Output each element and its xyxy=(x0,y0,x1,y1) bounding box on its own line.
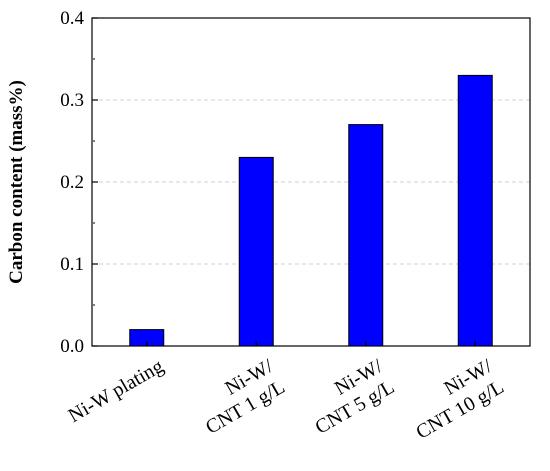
y-tick-label: 0.2 xyxy=(60,172,84,193)
y-tick-label: 0.4 xyxy=(60,8,84,29)
y-tick-label: 0.1 xyxy=(60,254,84,275)
y-tick-label: 0.3 xyxy=(60,90,84,111)
bar xyxy=(348,124,384,347)
y-axis-title: Carbon content (mass%) xyxy=(6,80,27,284)
bars xyxy=(129,74,493,347)
x-tick-label: Ni-W plating xyxy=(65,355,168,427)
x-tick-label-line: Ni-W plating xyxy=(65,355,168,427)
y-tick-label: 0.0 xyxy=(60,336,84,357)
x-tick-label: Ni-W/CNT 10 g/L xyxy=(412,355,507,444)
x-tick-label: Ni-W/CNT 1 g/L xyxy=(202,355,289,439)
bar xyxy=(238,156,274,347)
y-ticks: 0.0 0.1 0.2 0.3 0.4 xyxy=(60,8,476,357)
x-tick-labels: Ni-W plating Ni-W/CNT 1 g/L Ni-W/CNT 5 g/L… xyxy=(65,355,508,444)
bar xyxy=(457,74,493,347)
x-tick-label: Ni-W/CNT 5 g/L xyxy=(312,355,399,439)
grid-lines xyxy=(92,99,530,265)
